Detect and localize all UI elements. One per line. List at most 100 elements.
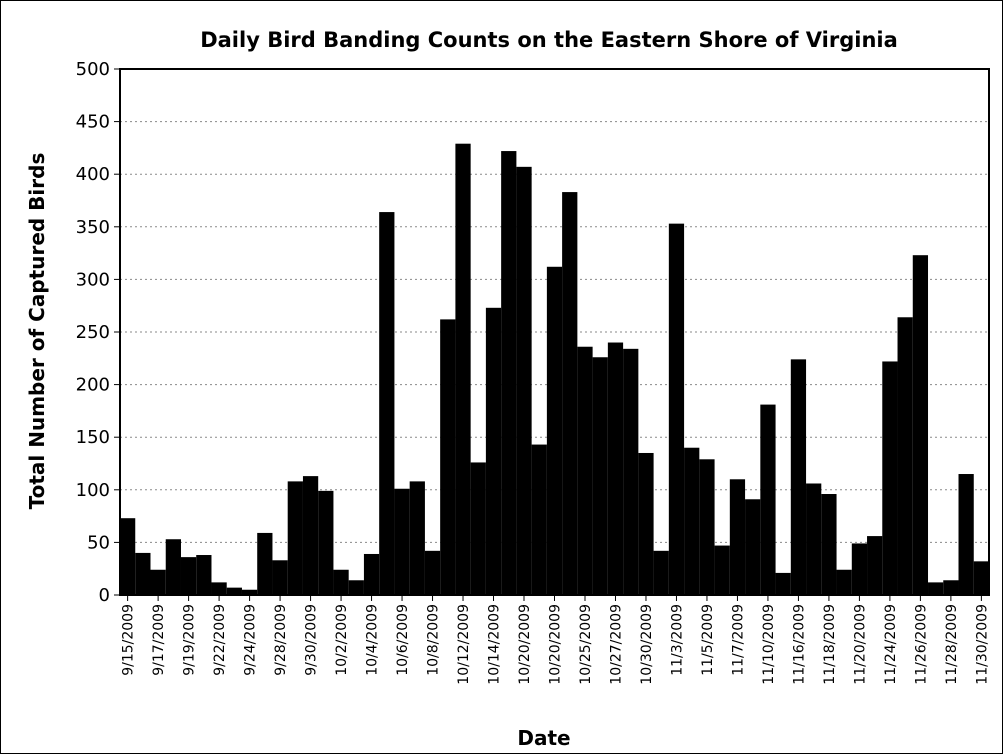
bar bbox=[760, 404, 776, 595]
bar bbox=[577, 346, 593, 595]
bar bbox=[348, 580, 364, 595]
bar bbox=[790, 359, 807, 595]
bar bbox=[287, 481, 303, 595]
bar bbox=[699, 459, 715, 595]
bars bbox=[120, 143, 989, 595]
x-tick-label: 9/28/2009 bbox=[273, 604, 289, 676]
y-tick-label: 350 bbox=[76, 217, 110, 238]
y-tick-label: 500 bbox=[76, 59, 110, 80]
x-tick-label: 11/24/2009 bbox=[883, 604, 899, 685]
bar bbox=[806, 483, 822, 595]
bar bbox=[318, 490, 334, 595]
bar bbox=[302, 476, 319, 595]
bar bbox=[897, 317, 913, 595]
x-tick-label: 9/15/2009 bbox=[121, 604, 137, 676]
bar bbox=[333, 569, 349, 595]
x-tick-label: 11/16/2009 bbox=[791, 604, 807, 685]
x-tick-label: 9/17/2009 bbox=[151, 604, 167, 676]
bar bbox=[851, 543, 868, 595]
bar bbox=[241, 589, 258, 595]
y-axis-ticks: 0 50 100 150 200 250 300 350 400 450 500 bbox=[76, 59, 120, 606]
bar bbox=[180, 557, 197, 595]
bar bbox=[440, 319, 456, 595]
bar bbox=[775, 572, 791, 595]
bar bbox=[409, 481, 425, 595]
x-tick-label: 10/20/2009 bbox=[517, 604, 533, 685]
bar bbox=[714, 545, 730, 595]
bar bbox=[150, 569, 166, 595]
y-tick-label: 250 bbox=[76, 322, 110, 343]
bar bbox=[638, 452, 654, 595]
bar bbox=[165, 539, 181, 595]
x-axis-ticks: 9/15/2009 9/17/2009 9/19/2009 9/22/2009 9/24… bbox=[121, 595, 990, 685]
bar bbox=[958, 474, 974, 595]
x-tick-label: 10/2/2009 bbox=[334, 604, 350, 676]
x-tick-label: 10/27/2009 bbox=[608, 604, 624, 685]
y-tick-label: 50 bbox=[87, 532, 110, 553]
x-tick-label: 11/30/2009 bbox=[974, 604, 990, 685]
bar bbox=[562, 192, 578, 595]
x-tick-label: 9/19/2009 bbox=[182, 604, 198, 676]
x-tick-label: 10/4/2009 bbox=[365, 604, 381, 676]
x-tick-label: 11/28/2009 bbox=[944, 604, 960, 685]
plot-area-border bbox=[119, 68, 990, 596]
y-tick-label: 450 bbox=[76, 112, 110, 133]
bar bbox=[485, 307, 502, 595]
y-tick-label: 100 bbox=[76, 480, 110, 501]
bar bbox=[684, 447, 700, 595]
bar bbox=[226, 587, 242, 595]
bar bbox=[424, 550, 441, 595]
bar bbox=[668, 223, 685, 595]
x-tick-label: 10/12/2009 bbox=[456, 604, 472, 685]
x-tick-label: 11/5/2009 bbox=[700, 604, 716, 676]
bar bbox=[516, 166, 532, 595]
bar bbox=[607, 342, 624, 595]
bar bbox=[821, 494, 837, 595]
bar bbox=[943, 580, 959, 595]
x-axis-title: Date bbox=[517, 726, 570, 750]
bar bbox=[272, 560, 288, 595]
x-tick-label: 10/30/2009 bbox=[639, 604, 655, 685]
bar bbox=[135, 552, 151, 595]
bar bbox=[120, 518, 136, 595]
bar bbox=[882, 361, 898, 595]
y-tick-label: 300 bbox=[76, 269, 110, 290]
bar bbox=[973, 561, 989, 595]
x-tick-label: 9/30/2009 bbox=[304, 604, 320, 676]
bar bbox=[912, 255, 929, 595]
bar bbox=[867, 536, 883, 595]
x-tick-label: 11/10/2009 bbox=[761, 604, 777, 685]
bar bbox=[653, 550, 669, 595]
x-tick-label: 10/6/2009 bbox=[395, 604, 411, 676]
bar bbox=[257, 532, 273, 595]
bar bbox=[501, 151, 517, 595]
x-tick-label: 11/20/2009 bbox=[852, 604, 868, 685]
y-tick-label: 0 bbox=[99, 585, 110, 606]
y-tick-label: 200 bbox=[76, 375, 110, 396]
x-tick-label: 11/18/2009 bbox=[822, 604, 838, 685]
bar bbox=[546, 266, 563, 595]
x-tick-label: 11/7/2009 bbox=[730, 604, 746, 676]
x-tick-label: 9/24/2009 bbox=[243, 604, 259, 676]
bar bbox=[592, 357, 608, 595]
x-tick-label: 10/8/2009 bbox=[426, 604, 442, 676]
x-tick-label: 10/20/2009 bbox=[548, 604, 564, 685]
x-tick-label: 11/26/2009 bbox=[913, 604, 929, 685]
y-tick-label: 400 bbox=[76, 164, 110, 185]
x-tick-label: 9/22/2009 bbox=[212, 604, 228, 676]
bar bbox=[623, 348, 639, 595]
bar bbox=[928, 582, 944, 595]
bar bbox=[379, 212, 395, 595]
bar bbox=[455, 143, 471, 595]
x-tick-label: 10/14/2009 bbox=[487, 604, 503, 685]
bar bbox=[836, 569, 852, 595]
bar bbox=[745, 499, 761, 595]
bar bbox=[363, 553, 380, 595]
bar bbox=[729, 479, 746, 595]
chart-title: Daily Bird Banding Counts on the Eastern… bbox=[200, 28, 898, 52]
bar bbox=[394, 488, 410, 595]
y-axis-title: Total Number of Captured Birds bbox=[25, 153, 49, 510]
y-tick-label: 150 bbox=[76, 427, 110, 448]
